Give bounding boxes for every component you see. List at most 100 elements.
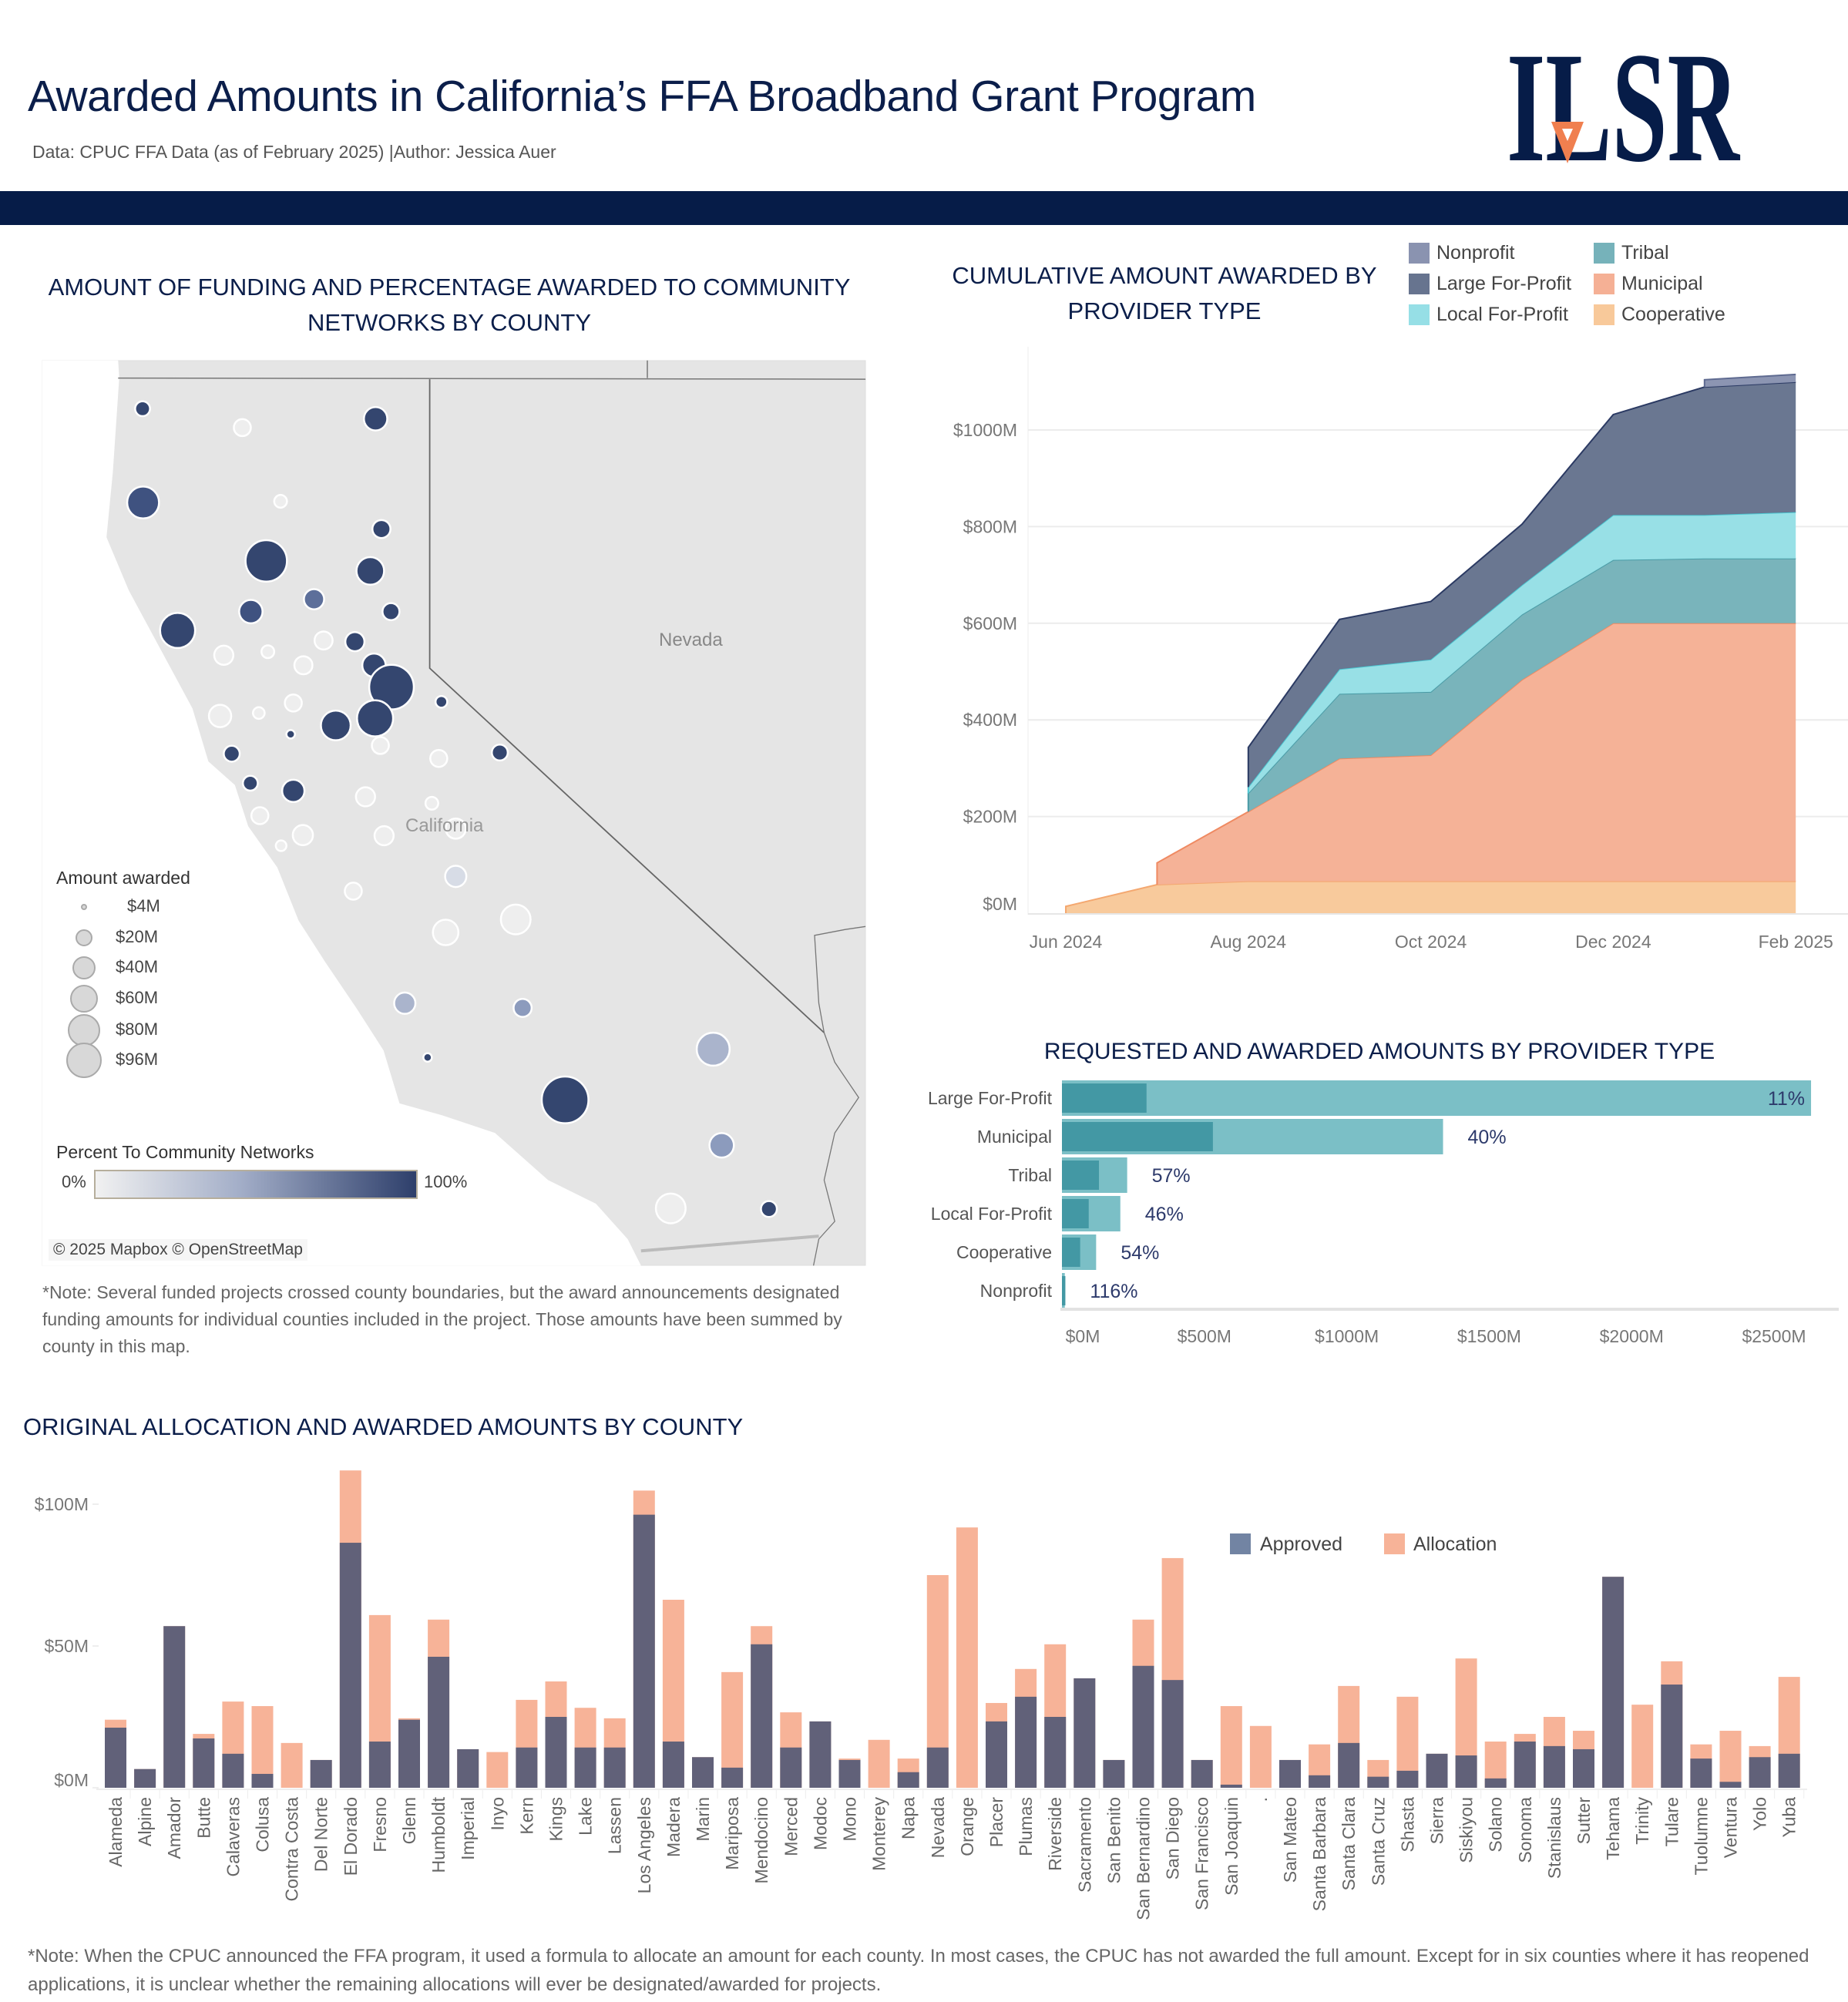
legend-swatch (1594, 304, 1614, 325)
map-title-line-2: NETWORKS BY COUNTY (307, 309, 592, 336)
approved-bar (1455, 1755, 1477, 1788)
county-label: Fresno (370, 1797, 390, 1853)
map-label-nevada: Nevada (659, 630, 723, 650)
y-tick-label: $200M (963, 807, 1017, 827)
approved-bar (105, 1727, 126, 1788)
county-bubble (285, 729, 296, 740)
mexico-border (640, 1234, 819, 1253)
legend-swatch (1594, 274, 1614, 294)
county-bubble (422, 1052, 433, 1063)
county-bubble (432, 919, 460, 946)
county-bubble (654, 1192, 687, 1224)
approved-bar (339, 1543, 361, 1788)
approved-bar (603, 1747, 626, 1788)
allocation-bar (1249, 1725, 1272, 1788)
legend-approved-swatch (1230, 1533, 1251, 1554)
county-label: Mono (840, 1797, 860, 1842)
size-legend-circle (66, 1043, 102, 1078)
map-attribution[interactable]: © 2025 Mapbox © OpenStreetMap (49, 1239, 307, 1261)
approved-bar (633, 1514, 655, 1788)
approved-bar (1103, 1759, 1125, 1788)
approved-bar (398, 1719, 420, 1788)
county-bubble (238, 599, 264, 625)
approved-bar (516, 1747, 538, 1788)
county-label: Sonoma (1515, 1797, 1535, 1863)
allocation-bar (956, 1527, 978, 1788)
approved-bar (751, 1644, 773, 1788)
county-bubble (371, 519, 391, 539)
approved-bar (897, 1772, 919, 1788)
county-bubble (499, 903, 532, 935)
county-bubble (233, 418, 252, 438)
allocation-bar (486, 1752, 509, 1788)
approved-bar (1602, 1577, 1625, 1788)
county-label: Tulare (1662, 1797, 1682, 1846)
county-label: Monterey (869, 1797, 889, 1871)
approved-bar (1396, 1770, 1419, 1788)
approved-bar (193, 1738, 215, 1788)
county-bubble (293, 655, 314, 676)
legend-label: Tribal (1621, 242, 1669, 264)
county-bubble (445, 817, 467, 840)
county-label: Santa Cruz (1368, 1797, 1388, 1886)
size-legend-title: Amount awarded (56, 868, 190, 888)
allocation-bar (868, 1739, 890, 1788)
county-bubble (490, 743, 509, 762)
county-label: Colusa (253, 1797, 273, 1853)
county-bubble (429, 748, 449, 768)
county-label: Tuolumne (1691, 1797, 1711, 1875)
county-bubble (540, 1075, 590, 1124)
county-bubble (695, 1031, 731, 1067)
approved-bar (780, 1747, 802, 1788)
county-label: Mendocino (751, 1797, 771, 1884)
approved-bar (1484, 1778, 1507, 1788)
county-label: Sacramento (1074, 1797, 1094, 1893)
x-tick-label: $2000M (1600, 1326, 1664, 1346)
county-label: Santa Barbara (1309, 1797, 1329, 1912)
category-label: Tribal (1008, 1165, 1052, 1185)
approved-bar (1543, 1745, 1565, 1788)
approved-bar (545, 1717, 567, 1788)
percent-label: 40% (1468, 1127, 1507, 1148)
area-edge-nonprofit (1703, 373, 1796, 388)
county-label: Tehama (1603, 1797, 1623, 1860)
county-label: Trinity (1632, 1797, 1652, 1845)
county-label: San Francisco (1192, 1797, 1212, 1910)
county-label: Ventura (1721, 1797, 1741, 1858)
county-label: Santa Clara (1339, 1797, 1359, 1891)
county-label: Lake (576, 1797, 596, 1836)
approved-bar (1132, 1665, 1154, 1788)
allocation-bar (1220, 1706, 1242, 1788)
size-legend-circle (81, 904, 87, 910)
county-label: Sierra (1427, 1797, 1447, 1845)
county-label: Imperial (458, 1797, 478, 1860)
legend-label: Municipal (1621, 273, 1703, 294)
county-label: . (1251, 1797, 1271, 1802)
color-legend-max: 100% (424, 1172, 468, 1191)
approved-bar (1161, 1680, 1184, 1788)
legend-swatch (1594, 243, 1614, 264)
county-label: San Joaquin (1221, 1797, 1242, 1896)
county-label: Riverside (1045, 1797, 1065, 1871)
county-bar-chart: $0M $50M $100M Alameda Alpine Amador Butte Cala… (35, 1470, 1807, 1920)
legend-swatch (1409, 274, 1430, 294)
county-bubble (356, 699, 395, 737)
county-bubble (354, 786, 376, 808)
county-bubble (371, 736, 390, 755)
approved-bar (1044, 1717, 1067, 1788)
county-bubble (126, 485, 160, 520)
county-label: Plumas (1016, 1797, 1036, 1856)
county-bubble (313, 630, 334, 651)
approved-bar (1367, 1776, 1389, 1788)
size-legend-circle (70, 985, 98, 1013)
county-label: Shasta (1397, 1797, 1417, 1853)
approved-bar (251, 1773, 274, 1788)
county-map[interactable]: Nevada California Amount awarded $4M $20M… (39, 354, 871, 1279)
county-label: Orange (957, 1797, 977, 1856)
county-bubble (250, 806, 270, 825)
size-legend-label: $80M (116, 1019, 159, 1039)
percent-label: 116% (1090, 1281, 1137, 1302)
map-canvas[interactable] (39, 354, 871, 1279)
county-label: Calaveras (223, 1797, 243, 1877)
approved-bar (1778, 1753, 1800, 1788)
